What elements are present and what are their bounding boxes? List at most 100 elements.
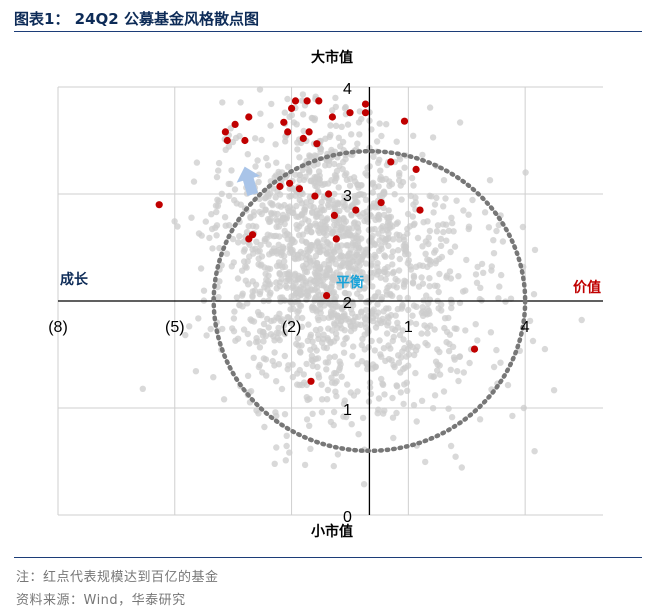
gray-point [334, 451, 342, 458]
gray-point [550, 387, 558, 394]
gray-point [395, 267, 403, 274]
gray-point [252, 135, 259, 142]
gray-point [240, 326, 248, 333]
gray-point [313, 293, 320, 300]
gray-point [256, 290, 263, 298]
gray-point [324, 359, 332, 366]
gray-point [394, 277, 401, 285]
gray-point [237, 99, 244, 106]
gray-point [315, 168, 323, 175]
gray-point [288, 240, 295, 247]
gray-point [215, 159, 223, 167]
gray-point [425, 300, 432, 307]
gray-point [296, 232, 303, 239]
gray-point [314, 288, 321, 295]
gray-point [431, 392, 439, 399]
red-point [323, 292, 331, 300]
gray-point [373, 271, 381, 278]
gray-point [426, 227, 434, 235]
y-tick-label: 0 [343, 509, 352, 526]
gray-point [335, 134, 342, 141]
gray-point [379, 227, 386, 234]
gray-point [193, 159, 201, 166]
gray-point [354, 240, 361, 248]
gray-point [227, 125, 234, 132]
gray-point [383, 291, 391, 298]
gray-point [499, 238, 507, 245]
gray-point [308, 114, 315, 122]
gray-point [405, 306, 412, 314]
gray-point [268, 100, 275, 108]
gray-point [210, 374, 217, 381]
gray-point [198, 232, 205, 239]
gray-point [435, 305, 442, 312]
gray-point [275, 168, 282, 176]
gray-point [262, 194, 270, 201]
gray-point [454, 368, 461, 375]
gray-point [359, 414, 367, 422]
gray-point [375, 183, 382, 190]
gray-point [236, 233, 243, 240]
gray-point [330, 338, 338, 345]
gray-point [426, 257, 433, 264]
gray-point [300, 127, 307, 135]
gray-point [239, 290, 246, 297]
gray-point [330, 246, 337, 253]
gray-point [289, 300, 296, 307]
gray-point [390, 268, 397, 276]
gray-point [422, 339, 429, 347]
gray-point [279, 214, 286, 222]
gray-point [369, 365, 376, 372]
x-tick-label: 4 [521, 319, 530, 336]
gray-point [234, 335, 242, 342]
gray-point [333, 172, 340, 180]
gray-point [362, 320, 369, 327]
red-point [305, 128, 313, 136]
gray-point [296, 176, 303, 184]
gray-point [192, 368, 200, 375]
red-point [286, 179, 294, 187]
gray-point [476, 416, 484, 423]
gray-point [240, 248, 248, 255]
gray-point [389, 248, 397, 255]
gray-point [254, 338, 262, 345]
gray-point [311, 278, 318, 285]
gray-point [213, 222, 221, 229]
gray-point [344, 381, 351, 388]
gray-point [398, 305, 405, 312]
gray-point [465, 225, 472, 233]
gray-point [318, 396, 326, 403]
gray-point [284, 230, 291, 237]
gray-point [374, 410, 381, 417]
gray-point [260, 320, 268, 328]
gray-point [419, 304, 426, 311]
gray-point [342, 218, 350, 225]
gray-point [520, 404, 527, 412]
gray-point [326, 133, 333, 141]
gray-point [216, 244, 223, 252]
gray-point [431, 282, 438, 289]
gray-point [312, 220, 319, 227]
red-point [412, 165, 420, 173]
gray-point [358, 358, 366, 365]
gray-point [249, 292, 256, 299]
gray-point [351, 178, 359, 185]
gray-point [260, 338, 267, 345]
gray-point [139, 385, 146, 392]
gray-point [213, 208, 220, 216]
gray-point [318, 281, 325, 289]
gray-point [375, 395, 383, 402]
gray-point [267, 215, 274, 223]
gray-point [396, 172, 403, 179]
gray-point [349, 241, 357, 248]
gray-point [300, 379, 308, 386]
gray-point [397, 389, 404, 396]
red-point [387, 158, 395, 166]
gray-point [530, 291, 538, 298]
gray-point [273, 444, 280, 451]
gray-point [344, 121, 352, 128]
gray-point [286, 193, 293, 200]
gray-point [332, 388, 339, 395]
gray-point [357, 293, 364, 301]
gray-point [301, 461, 309, 469]
